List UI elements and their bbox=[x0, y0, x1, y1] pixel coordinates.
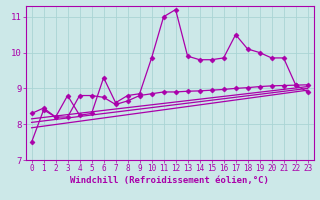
X-axis label: Windchill (Refroidissement éolien,°C): Windchill (Refroidissement éolien,°C) bbox=[70, 176, 269, 185]
